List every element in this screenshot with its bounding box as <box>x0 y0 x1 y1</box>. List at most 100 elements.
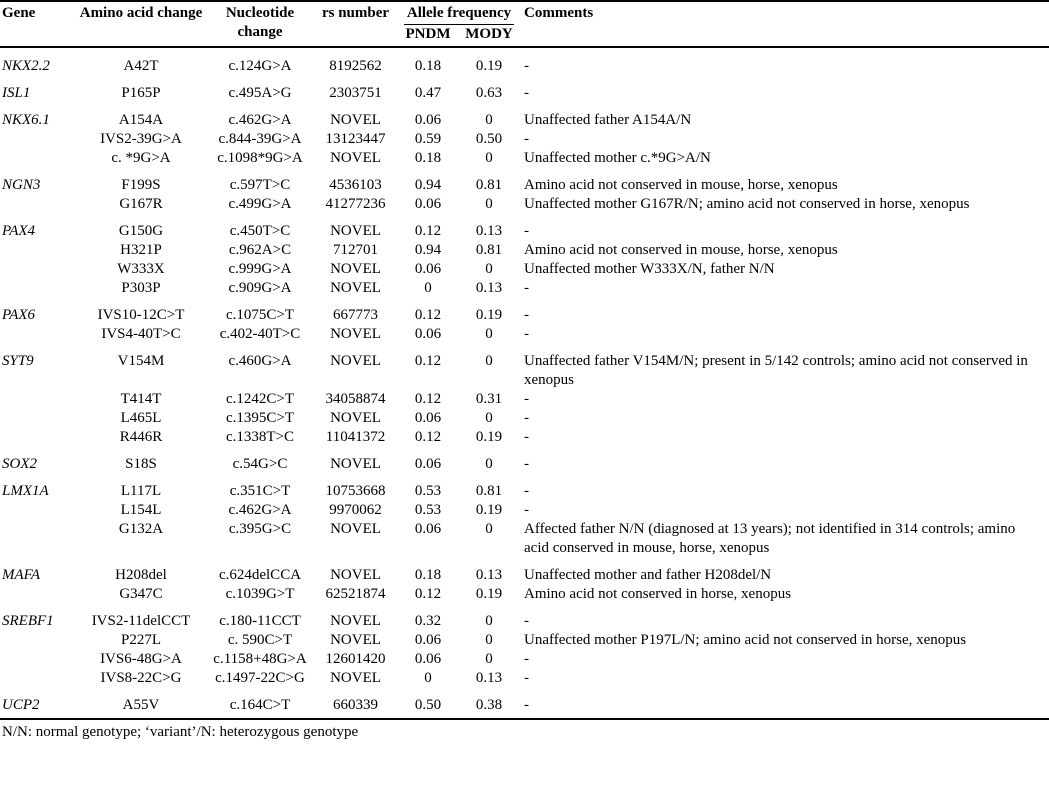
amino-acid-change-cell: T414T <box>120 391 162 407</box>
comment-cell: - <box>524 502 530 518</box>
gene-name-cell <box>0 325 75 344</box>
pndm-frequency-cell: 0.18 <box>414 150 442 166</box>
rs-number-cell: NOVEL <box>330 410 381 426</box>
nucleotide-change-cell: c.1075C>T <box>225 307 295 323</box>
table-body: NKX2.2 A42T c.124G>A 8192562 0.18 0.19 - ISL1 P1… <box>0 47 1049 719</box>
rs-number-cell: 11041372 <box>325 429 386 445</box>
pndm-frequency-cell: 0.06 <box>414 521 442 537</box>
variant-row: P227L c. 590C>T NOVEL 0.06 0 Unaffected mothe… <box>0 631 1049 650</box>
amino-acid-change-cell: IVS4-40T>C <box>101 326 181 342</box>
gene-name-cell <box>0 501 75 520</box>
variant-row: SYT9 V154M c.460G>A NOVEL 0.12 0 Unaffected fa… <box>0 344 1049 390</box>
mody-frequency-cell: 0.50 <box>475 131 503 147</box>
column-header-rs-number: rs number <box>321 5 390 21</box>
rs-number-cell: NOVEL <box>330 280 381 296</box>
mody-frequency-cell: 0.13 <box>475 567 503 583</box>
nucleotide-change-cell: c.1497-22C>G <box>215 670 305 686</box>
gene-name-cell <box>0 409 75 428</box>
pndm-frequency-cell: 0.12 <box>414 391 442 407</box>
comment-cell: Unaffected mother P197L/N; amino acid no… <box>524 632 967 648</box>
rs-number-cell: NOVEL <box>330 456 381 472</box>
mody-frequency-cell: 0.19 <box>475 502 503 518</box>
pndm-frequency-cell: 0.53 <box>414 483 442 499</box>
variant-row: NKX2.2 A42T c.124G>A 8192562 0.18 0.19 - <box>0 47 1049 76</box>
amino-acid-change-cell: L117L <box>120 483 162 499</box>
amino-acid-change-cell: F199S <box>121 177 161 193</box>
variant-row: L154L c.462G>A 9970062 0.53 0.19 - <box>0 501 1049 520</box>
pndm-frequency-cell: 0.06 <box>414 410 442 426</box>
rs-number-cell: NOVEL <box>330 112 381 128</box>
nucleotide-change-cell: c.1158+48G>A <box>213 651 307 667</box>
nucleotide-change-cell: c.499G>A <box>228 196 292 212</box>
nucleotide-change-cell: c.124G>A <box>228 58 292 74</box>
mody-frequency-cell: 0 <box>485 196 493 212</box>
rs-number-cell: NOVEL <box>330 326 381 342</box>
rs-number-cell: 2303751 <box>329 85 382 101</box>
mody-frequency-cell: 0.38 <box>475 697 503 713</box>
comment-cell: Unaffected mother G167R/N; amino acid no… <box>524 196 970 212</box>
nucleotide-change-cell: c.1338T>C <box>225 429 295 445</box>
amino-acid-change-cell: P227L <box>120 632 161 648</box>
comment-cell: - <box>524 280 530 296</box>
comment-cell: - <box>524 613 530 629</box>
mody-frequency-cell: 0.13 <box>475 280 503 296</box>
comment-cell: Amino acid not conserved in mouse, horse… <box>524 242 838 258</box>
nucleotide-change-cell: c.180-11CCT <box>219 613 301 629</box>
rs-number-cell: 13123447 <box>325 131 386 147</box>
pndm-frequency-cell: 0.12 <box>414 223 442 239</box>
rs-number-cell: NOVEL <box>330 261 381 277</box>
comment-cell: - <box>524 391 530 407</box>
mody-frequency-cell: 0.13 <box>475 223 503 239</box>
amino-acid-change-cell: A42T <box>123 58 159 74</box>
nucleotide-change-cell: c.1098*9G>A <box>217 150 303 166</box>
gene-name-cell: NKX6.1 <box>2 112 50 128</box>
nucleotide-change-cell: c.460G>A <box>228 353 292 369</box>
gene-name-cell <box>0 428 75 447</box>
gene-name-cell <box>0 149 75 168</box>
column-header-pndm: PNDM <box>405 26 451 42</box>
amino-acid-change-cell: A55V <box>122 697 160 713</box>
gene-name-cell: SYT9 <box>2 353 34 369</box>
column-header-allele-frequency: Allele frequency <box>398 1 520 25</box>
rs-number-cell: NOVEL <box>330 353 381 369</box>
variant-row: G167R c.499G>A 41277236 0.06 0 Unaffected mot… <box>0 195 1049 214</box>
pndm-frequency-cell: 0.06 <box>414 112 442 128</box>
gene-name-cell <box>0 650 75 669</box>
pndm-frequency-cell: 0.12 <box>414 307 442 323</box>
comment-cell: - <box>524 223 530 239</box>
mody-frequency-cell: 0.31 <box>475 391 503 407</box>
allele-frequency-label: Allele frequency <box>403 4 515 25</box>
mody-frequency-cell: 0 <box>485 326 493 342</box>
nucleotide-change-cell: c.395G>C <box>228 521 292 537</box>
variant-row: G132A c.395G>C NOVEL 0.06 0 Affected father N… <box>0 520 1049 558</box>
gene-name-cell <box>0 195 75 214</box>
pndm-frequency-cell: 0.50 <box>414 697 442 713</box>
rs-number-cell: 667773 <box>333 307 378 323</box>
rs-number-cell: NOVEL <box>330 632 381 648</box>
gene-name-cell: PAX6 <box>2 307 36 323</box>
amino-acid-change-cell: IVS6-48G>A <box>100 651 182 667</box>
column-header-nucleotide-change: Nucleotide change <box>225 5 295 40</box>
variant-row: IVS6-48G>A c.1158+48G>A 12601420 0.06 0 - <box>0 650 1049 669</box>
gene-name-cell <box>0 279 75 298</box>
variant-row: NGN3 F199S c.597T>C 4536103 0.94 0.81 Amino ac… <box>0 168 1049 195</box>
nucleotide-change-cell: c.844-39G>A <box>218 131 302 147</box>
variant-row: SREBF1 IVS2-11delCCT c.180-11CCT NOVEL 0.32 0… <box>0 604 1049 631</box>
mody-frequency-cell: 0 <box>485 613 493 629</box>
nucleotide-change-cell: c.909G>A <box>228 280 292 296</box>
mody-frequency-cell: 0 <box>485 632 493 648</box>
pndm-frequency-cell: 0.06 <box>414 632 442 648</box>
pndm-frequency-cell: 0.12 <box>414 353 442 369</box>
nucleotide-change-cell: c.495A>G <box>228 85 292 101</box>
rs-number-cell: NOVEL <box>330 223 381 239</box>
variant-row: R446R c.1338T>C 11041372 0.12 0.19 - <box>0 428 1049 447</box>
amino-acid-change-cell: IVS8-22C>G <box>100 670 182 686</box>
amino-acid-change-cell: S18S <box>125 456 157 472</box>
amino-acid-change-cell: G132A <box>118 521 164 537</box>
pndm-frequency-cell: 0.94 <box>414 177 442 193</box>
comment-cell: Unaffected mother c.*9G>A/N <box>524 150 711 166</box>
pndm-frequency-cell: 0.18 <box>414 567 442 583</box>
gene-name-cell: SOX2 <box>2 456 37 472</box>
pndm-frequency-cell: 0.59 <box>414 131 442 147</box>
variant-row: IVS8-22C>G c.1497-22C>G NOVEL 0 0.13 - <box>0 669 1049 688</box>
